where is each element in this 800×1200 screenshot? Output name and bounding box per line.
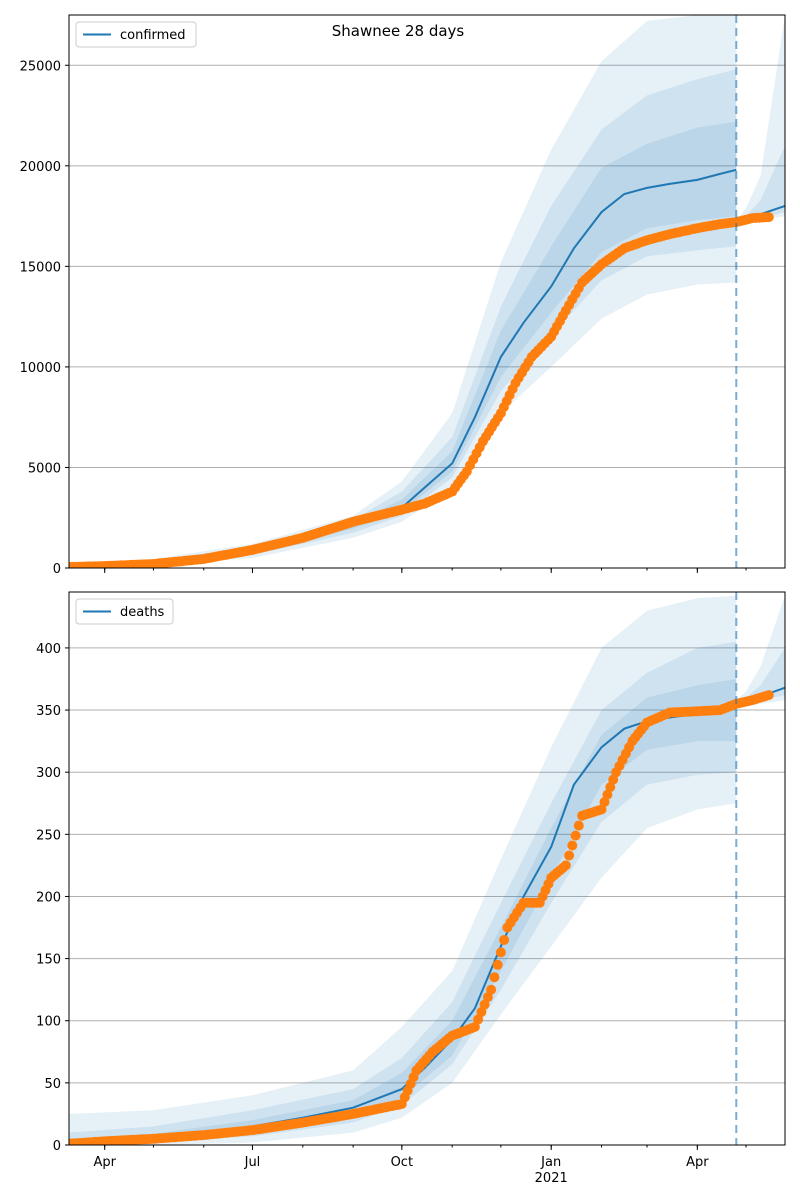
confirmed-panel: 0 5000 10000 15000 20000 25000 confirmed: [20, 14, 786, 577]
y-tick-label: 5000: [28, 461, 61, 476]
y-tick-label: 200: [36, 890, 61, 905]
y-tick-label: 20000: [20, 160, 61, 175]
y-tick-label: 15000: [20, 260, 61, 275]
uncertainty-band-1: [69, 69, 737, 568]
y-tick-label: 250: [36, 828, 61, 843]
legend: confirmed: [75, 21, 197, 48]
x-tick-label: Jul: [244, 1155, 261, 1170]
uncertainty-band-4: [736, 647, 785, 706]
observed-point: [479, 999, 490, 1010]
observed-point: [602, 789, 613, 800]
x-tick-label: Apr: [686, 1155, 709, 1170]
observed-point: [492, 959, 503, 970]
y-tick-label: 25000: [20, 59, 61, 74]
observed-point: [570, 830, 581, 841]
observed-point: [763, 212, 774, 223]
observed-points: [69, 690, 774, 1145]
legend: deaths: [75, 598, 174, 625]
axes-frame: [68, 591, 786, 1146]
x-tick-sublabel: 2021: [535, 1171, 568, 1186]
legend-label: confirmed: [120, 28, 186, 43]
y-tick-label: 150: [36, 953, 61, 968]
uncertainty-band-3: [736, 15, 785, 225]
uncertainty-band-3: [736, 595, 785, 708]
uncertainty-band-0: [69, 15, 737, 568]
deaths-panel: 0 50 100 150 200 250 300 350 400 Apr Jul Oct Jan2021…: [36, 591, 786, 1186]
observed-point: [763, 690, 774, 701]
observed-point: [495, 947, 506, 958]
observed-point: [596, 804, 607, 815]
observed-point: [473, 1014, 484, 1025]
observed-point: [499, 935, 510, 945]
observed-point: [564, 850, 575, 861]
y-tick-label: 100: [36, 1015, 61, 1030]
y-tick-label: 0: [53, 1139, 61, 1154]
y-tick-label: 10000: [20, 361, 61, 376]
x-tick-label: Oct: [391, 1155, 413, 1170]
y-tick-label: 400: [36, 642, 61, 657]
observed-point: [605, 782, 616, 793]
y-tick-label: 0: [53, 562, 61, 577]
legend-box: [75, 598, 174, 625]
uncertainty-band-2: [69, 679, 737, 1145]
legend-box: [75, 21, 197, 48]
legend-label: deaths: [120, 605, 165, 620]
uncertainty-band-2: [69, 121, 737, 568]
observed-points: [69, 212, 774, 568]
y-tick-label: 350: [36, 704, 61, 719]
plot-area: [69, 595, 785, 1145]
axes-frame: [68, 14, 786, 569]
plot-area: [69, 15, 785, 568]
uncertainty-band-1: [69, 641, 737, 1145]
observed-point: [489, 972, 500, 983]
observed-point: [486, 984, 497, 995]
x-tick-label: Jan: [540, 1155, 561, 1170]
y-tick-label: 300: [36, 766, 61, 781]
uncertainty-band-0: [69, 595, 737, 1145]
uncertainty-band-4: [736, 145, 785, 224]
x-tick-label: Apr: [93, 1155, 116, 1170]
observed-point: [567, 840, 578, 851]
observed-point: [573, 820, 584, 831]
figure-title: Shawnee 28 days: [332, 22, 465, 40]
y-tick-label: 50: [44, 1077, 61, 1092]
observed-point: [560, 860, 571, 871]
